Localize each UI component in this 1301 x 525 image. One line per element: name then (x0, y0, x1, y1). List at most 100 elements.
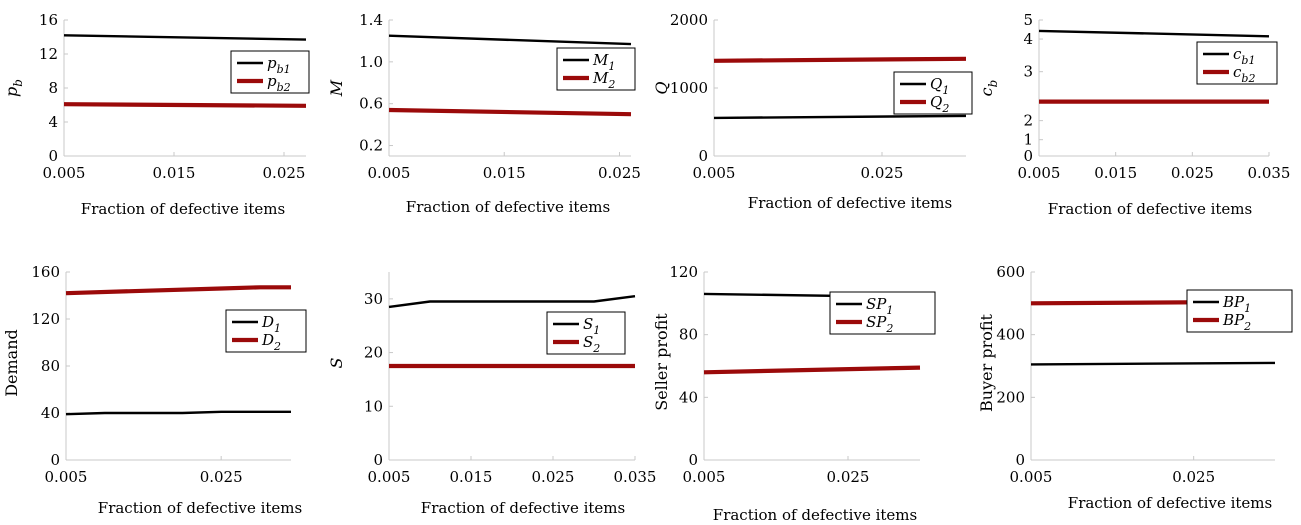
x-tick-label: 0.015 (1094, 164, 1137, 182)
chart-panel-1: 0 4 8 12 16 0.005 0.015 0.025 Fraction of defect… (0, 0, 325, 262)
legend-entry-2: SP2 (866, 313, 893, 335)
y-tick-label: 12 (39, 45, 58, 63)
x-tick-label: 0.025 (1172, 468, 1215, 486)
legend-entry-1: S1 (583, 315, 600, 337)
y-tick-label: 80 (41, 357, 60, 375)
chart-panel-5: 0 40 80 120 160 0.005 0.025 Fraction of defecti… (0, 262, 325, 524)
series-line-1 (63, 34, 307, 41)
x-axis-label: Fraction of defective items (713, 506, 917, 524)
y-tick-label: 0 (48, 147, 58, 165)
y-tick-label: 120 (31, 310, 60, 328)
x-tick-label: 0.015 (450, 468, 493, 486)
y-tick-label: 1.0 (359, 53, 383, 71)
chart-panel-4: 0 1 2 3 4 5 0.005 0.015 0.025 0.035 Fraction of de… (975, 0, 1300, 262)
y-tick-label: 120 (669, 263, 698, 281)
y-tick-label: 5 (1023, 11, 1033, 29)
y-tick-label: 30 (364, 290, 383, 308)
chart-panel-7: 0 40 80 120 0.005 0.025 Fraction of defective … (650, 262, 975, 524)
x-tick-label: 0.005 (683, 468, 726, 486)
x-tick-label: 0.005 (368, 164, 411, 182)
legend-box (1196, 41, 1278, 85)
x-tick-label: 0.025 (598, 164, 641, 182)
chart-svg-6: 0 10 20 30 0.005 0.015 0.025 0.035 Fraction of d… (327, 272, 656, 517)
series-line-1 (388, 295, 636, 309)
y-axis-label: Seller profit (652, 313, 671, 411)
x-tick-label: 0.005 (693, 164, 736, 182)
series-line-1 (65, 410, 291, 416)
x-axis-label: Fraction of defective items (1068, 494, 1272, 512)
x-tick-label: 0.025 (200, 468, 243, 486)
x-axis-label: Fraction of defective items (98, 499, 302, 517)
chart-svg-5: 0 40 80 120 160 0.005 0.025 Fraction of defecti… (2, 263, 307, 517)
legend-entry-1: D1 (261, 313, 281, 335)
legend-box (546, 311, 626, 355)
x-tick-label: 0.025 (532, 468, 575, 486)
chart-panel-3: 0 1000 2000 0.005 0.025 Fraction of defective… (650, 0, 975, 262)
y-tick-label: 160 (31, 263, 60, 281)
legend-entry-2: BP2 (1222, 311, 1251, 333)
y-tick-label: 10 (364, 397, 383, 415)
series-line-1 (713, 114, 967, 120)
y-tick-label: 40 (679, 388, 698, 406)
y-axis-label: M (327, 79, 346, 97)
legend-box (225, 309, 307, 353)
legend-entry-1: cb1 (1233, 45, 1255, 67)
chart-svg-2: 0.2 0.6 1.0 1.4 0.005 0.015 0.025 Fraction of d… (327, 11, 641, 216)
legend-box (556, 47, 636, 91)
legend-entry-1: SP1 (866, 295, 893, 317)
x-tick-label: 0.005 (1018, 164, 1061, 182)
y-tick-label: 3 (1023, 63, 1033, 81)
series-line-1 (1038, 29, 1270, 38)
x-axis-label: Fraction of defective items (406, 198, 610, 216)
chart-svg-1: 0 4 8 12 16 0.005 0.015 0.025 Fraction of defect… (2, 11, 310, 218)
y-tick-label: 0 (688, 451, 698, 469)
y-tick-label: 0 (373, 451, 383, 469)
y-axis-label: Q (652, 81, 671, 94)
chart-svg-4: 012 3 45 0.005 0.015 0.025 0.035 Fraction of de… (977, 11, 1290, 218)
x-tick-label: 0.015 (153, 164, 196, 182)
y-tick-label: 4 (1023, 30, 1033, 48)
legend-entry-2: pb2 (267, 72, 291, 94)
legend-box (893, 71, 973, 115)
series-line-2 (713, 56, 967, 63)
y-tick-label: 0 (698, 147, 708, 165)
legend-entry-2: S2 (583, 333, 600, 355)
series-line-2 (703, 365, 921, 375)
chart-svg-7: 0 40 80 120 0.005 0.025 Fraction of defective … (652, 263, 936, 524)
y-tick-label: 0.2 (359, 137, 383, 155)
x-tick-label: 0.005 (45, 468, 88, 486)
x-tick-label: 0.005 (43, 164, 86, 182)
y-tick-label: 8 (48, 79, 58, 97)
legend-entry-2: Q2 (930, 93, 949, 115)
legend-entry-1: M1 (592, 51, 615, 73)
chart-panel-6: 0 10 20 30 0.005 0.015 0.025 0.035 Fraction of d… (325, 262, 656, 524)
legend-entry-2: cb2 (1233, 63, 1255, 85)
y-tick-label: 80 (679, 326, 698, 344)
x-axis-label: Fraction of defective items (748, 194, 952, 212)
x-tick-label: 0.025 (861, 164, 904, 182)
y-tick-label: 0 (50, 451, 60, 469)
y-tick-label: 1 (1023, 131, 1033, 149)
y-tick-label: 40 (41, 404, 60, 422)
x-tick-label: 0.025 (1171, 164, 1214, 182)
chart-panel-8: 0 200 400 600 0.005 0.025 Fraction of defectiv… (975, 262, 1300, 524)
y-tick-label: 200 (996, 388, 1025, 406)
x-tick-label: 0.035 (614, 468, 657, 486)
y-tick-label: 1.4 (359, 11, 383, 29)
x-axis-label: Fraction of defective items (81, 200, 285, 218)
x-axis-label: Fraction of defective items (421, 499, 625, 517)
legend-entry-1: BP1 (1222, 293, 1251, 315)
x-tick-label: 0.005 (368, 468, 411, 486)
series-line-2 (63, 102, 307, 108)
legend-box (1186, 289, 1293, 333)
legend-entry-2: D2 (261, 331, 281, 353)
legend-entry-1: Q1 (930, 75, 949, 97)
legend-entry-1: pb1 (267, 54, 291, 76)
